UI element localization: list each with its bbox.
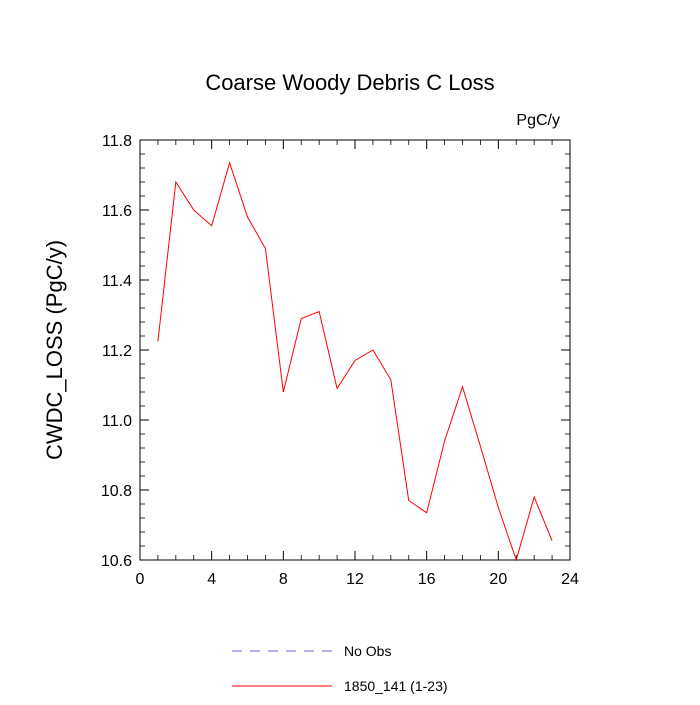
x-tick-label: 16: [418, 571, 436, 588]
y-tick-label: 11.6: [102, 203, 132, 220]
plot-area: 0 4 8 12 16 20 24 10.6 10.8 11.0 11.2 11.4 11.6 11.8: [101, 133, 579, 588]
y-tick-label: 11.8: [102, 133, 132, 150]
x-tick-label: 20: [489, 571, 507, 588]
y-tick-label: 11.0: [102, 413, 132, 430]
x-tick-label: 12: [346, 571, 364, 588]
series-line: [157, 161, 553, 562]
x-tick-label: 24: [561, 571, 579, 588]
y-tick-label: 10.8: [101, 483, 132, 500]
legend: No Obs 1850_141 (1-23): [232, 643, 448, 694]
y-axis-label: CWDC_LOSS (PgC/y): [42, 240, 67, 460]
units-label: PgC/y: [516, 112, 560, 129]
plot-frame: [139, 139, 571, 561]
legend-entry: 1850_141 (1-23): [344, 678, 448, 694]
x-tick-label: 0: [136, 571, 145, 588]
x-tick-label: 4: [207, 571, 216, 588]
y-tick-label: 11.4: [102, 273, 132, 290]
legend-entry: No Obs: [344, 643, 391, 659]
x-tick-label: 8: [279, 571, 288, 588]
y-tick-label: 11.2: [102, 343, 132, 360]
chart-title: Coarse Woody Debris C Loss: [205, 70, 494, 95]
y-tick-label: 10.6: [101, 553, 132, 570]
